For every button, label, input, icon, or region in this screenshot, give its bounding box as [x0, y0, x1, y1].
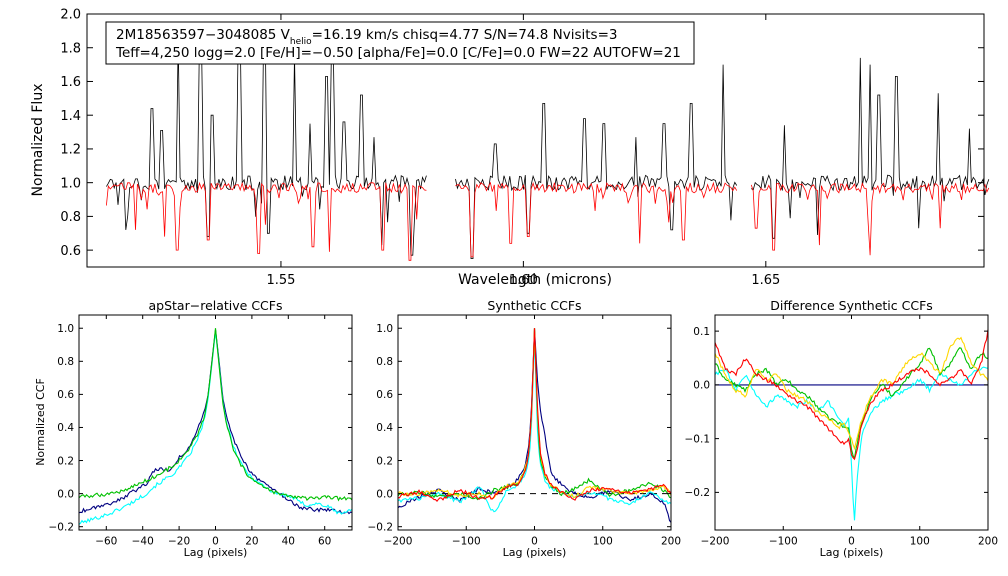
ccf2-ytick-label: 0.2 — [376, 455, 393, 467]
ccf1-series-visit-2 — [78, 331, 353, 525]
ccf1-ytick-label: 0.4 — [57, 422, 74, 434]
spectrum-ytick-label: 1.0 — [60, 176, 81, 191]
ccf2-ytick-label: 0.0 — [376, 488, 393, 500]
ccf3-ytick-label: 0.1 — [693, 326, 710, 338]
ccf3-xtick-label: −100 — [769, 536, 798, 548]
ccf1-lines — [78, 328, 353, 525]
ccf2-xlabel: Lag (pixels) — [503, 546, 567, 559]
ccf-panel-synthetic: −200 −100 0 100 200 −0.2 0.0 0.2 0.4 0.6 0.8 1.0 Sy… — [368, 298, 682, 559]
ccf2-xtick-label: 0 — [531, 536, 538, 548]
annotation-subscript: helio — [290, 37, 312, 47]
spectrum-ytick-label: 1.8 — [60, 41, 81, 56]
ccf2-xtick-label: −100 — [452, 536, 481, 548]
spectrum-axes-frame — [86, 13, 985, 268]
ccf2-series-template-5 — [397, 328, 672, 503]
ccf3-xtick-label: 0 — [848, 536, 855, 548]
ccf1-ytick-label: 0.8 — [57, 356, 74, 368]
annotation-box — [105, 21, 695, 65]
ccf3-series-template-3 — [714, 347, 989, 461]
ccf-panel-difference: −200 −100 0 100 200 −0.2 −0.1 0.0 0.1 Difference… — [685, 298, 999, 559]
ccf2-xtick-label: 100 — [593, 536, 613, 548]
annotation-star-id: 2M18563597−3048085 V — [116, 27, 291, 43]
ccf2-ticks: −200 −100 0 100 200 −0.2 0.0 0.2 0.4 0.6 0.8 1.0 — [368, 315, 681, 548]
ccf1-xlabel: Lag (pixels) — [184, 546, 248, 559]
spectrum-ticks: 1.55 1.60 1.65 0.6 0.8 1.0 1.2 1.4 1.6 1.8 2.0 — [60, 8, 984, 288]
ccf2-ytick-label: 1.0 — [376, 323, 393, 335]
spectrum-ytick-label: 1.2 — [60, 143, 81, 158]
ccf1-ytick-label: −0.2 — [49, 521, 75, 533]
spectrum-xtick-label: 1.60 — [509, 273, 538, 288]
spectrum-ytick-label: 0.8 — [60, 210, 81, 225]
ccf3-ticks: −200 −100 0 100 200 −0.2 −0.1 0.0 0.1 — [685, 315, 998, 548]
ccf1-xtick-label: −20 — [168, 536, 190, 548]
ccf2-ytick-label: 0.6 — [376, 389, 393, 401]
ccf1-xtick-label: −40 — [132, 536, 154, 548]
ccf3-axes-frame — [714, 314, 989, 531]
annotation-line-2: Teff=4,250 logg=2.0 [Fe/H]=−0.50 [alpha/… — [115, 45, 681, 61]
spectrum-ytick-label: 1.4 — [60, 109, 81, 124]
ccf3-series-template-5 — [714, 329, 989, 461]
ccf3-xtick-label: 200 — [978, 536, 998, 548]
ccf3-title: Difference Synthetic CCFs — [770, 298, 933, 313]
ccf3-xtick-label: −200 — [701, 536, 730, 548]
ccf1-ytick-label: 0.6 — [57, 389, 74, 401]
ccf2-xtick-label: 200 — [661, 536, 681, 548]
ccf2-title: Synthetic CCFs — [487, 298, 581, 313]
spectrum-series-model — [106, 181, 990, 261]
spectrum-panel: 1.55 1.60 1.65 0.6 0.8 1.0 1.2 1.4 1.6 1.8 2.0 Wav… — [30, 8, 990, 288]
ccf2-ytick-label: 0.8 — [376, 356, 393, 368]
spectrum-ytick-label: 1.6 — [60, 75, 81, 90]
spectrum-lines — [106, 30, 990, 261]
ccf3-lines — [714, 329, 989, 521]
ccf1-xtick-label: −60 — [95, 536, 117, 548]
ccf3-xlabel: Lag (pixels) — [820, 546, 884, 559]
ccf1-xtick-label: 20 — [245, 536, 258, 548]
ccf3-series-template-4 — [714, 336, 989, 451]
spectrum-xlabel: Wavelength (microns) — [458, 272, 612, 288]
ccf2-lines — [397, 328, 672, 523]
ccf2-xtick-label: −200 — [384, 536, 413, 548]
ccf3-ytick-label: 0.0 — [693, 380, 710, 392]
ccf3-series-template-2 — [714, 366, 989, 521]
ccf1-ticks: −60 −40 −20 0 20 40 60 −0.2 0.0 0.2 0.4 0.6 0.8 1.0 — [49, 315, 352, 548]
ccf1-ytick-label: 0.0 — [57, 488, 74, 500]
spectrum-series-observed — [106, 30, 990, 259]
ccf2-ytick-label: −0.2 — [368, 521, 394, 533]
spectrum-ylabel: Normalized Flux — [30, 84, 46, 197]
ccf1-series-visit-1 — [78, 329, 353, 515]
ccf1-series-visit-3 — [78, 328, 353, 502]
ccf1-axes-frame — [78, 314, 353, 531]
spectrum-xtick-label: 1.55 — [266, 273, 295, 288]
ccf1-ytick-label: 1.0 — [57, 323, 74, 335]
ccf3-ytick-label: −0.1 — [685, 433, 711, 445]
ccf1-xtick-label: 0 — [212, 536, 219, 548]
annotation-stats: =16.19 km/s chisq=4.77 S/N=74.8 Nvisits=… — [312, 27, 618, 43]
ccf1-ylabel: Normalized CCF — [34, 378, 47, 466]
ccf3-xtick-label: 100 — [910, 536, 930, 548]
spectrum-ytick-label: 2.0 — [60, 8, 81, 23]
ccf1-xtick-label: 40 — [282, 536, 295, 548]
spectrum-xtick-label: 1.65 — [751, 273, 780, 288]
ccf1-xtick-label: 60 — [318, 536, 331, 548]
ccf3-ytick-label: −0.2 — [685, 487, 711, 499]
ccf2-ytick-label: 0.4 — [376, 422, 393, 434]
ccf2-series-template-2 — [397, 336, 672, 513]
ccf-panel-apstar: −60 −40 −20 0 20 40 60 −0.2 0.0 0.2 0.4 0.6 0.8 1.0 a… — [34, 298, 353, 559]
ccf1-title: apStar−relative CCFs — [149, 298, 283, 313]
spectrum-ytick-label: 0.6 — [60, 244, 81, 259]
ccf1-ytick-label: 0.2 — [57, 455, 74, 467]
annotation-line-1: 2M18563597−3048085 Vhelio=16.19 km/s chi… — [116, 27, 618, 47]
